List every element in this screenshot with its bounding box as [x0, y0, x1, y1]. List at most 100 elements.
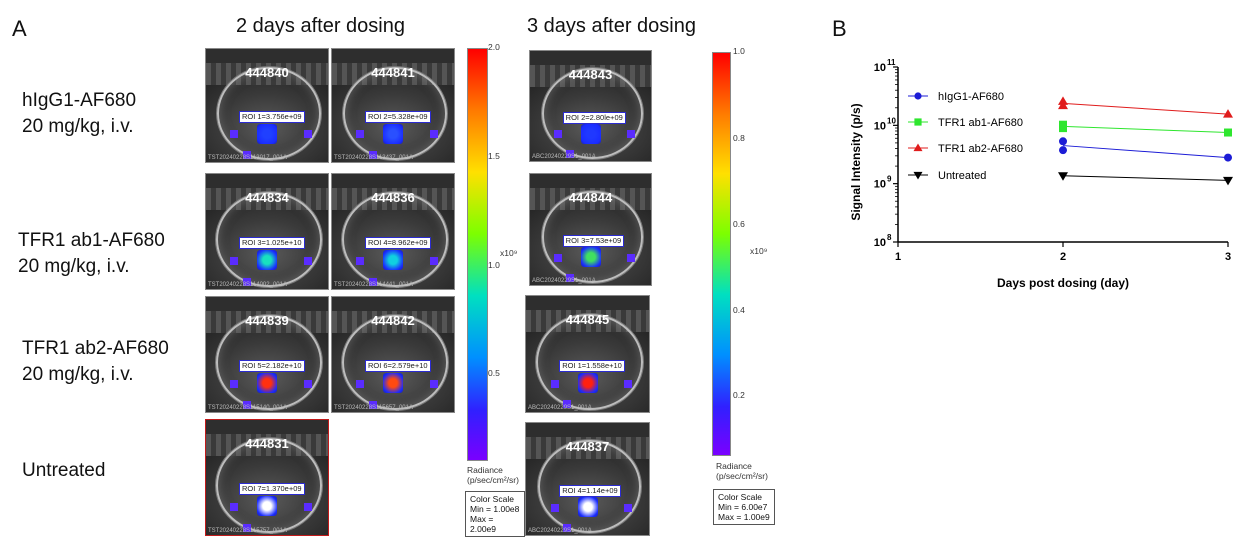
- fiducial-marker: [550, 379, 559, 388]
- mouse-id: 444839: [245, 313, 289, 328]
- scale-max: Max = 1.00e9: [718, 512, 770, 522]
- data-point: [1223, 109, 1233, 118]
- mouse-id: 444841: [371, 65, 415, 80]
- y-tick-label: 10: [874, 179, 886, 191]
- fiducial-marker: [550, 503, 559, 512]
- image-filename: TST20240228S114002_001A: [208, 282, 287, 288]
- signal-spot: [257, 372, 277, 393]
- camera-band: [526, 296, 649, 310]
- series-line: [1062, 145, 1229, 159]
- fiducial-marker: [429, 256, 438, 265]
- signal-spot: [383, 372, 403, 393]
- fiducial-marker: [230, 379, 239, 388]
- camera-band: [206, 174, 328, 188]
- data-point: [1059, 146, 1067, 155]
- petri-dish: [343, 66, 447, 160]
- row-label-line1: hIgG1-AF680: [22, 90, 137, 111]
- legend-label: Untreated: [938, 170, 986, 182]
- legend-marker: [913, 171, 923, 180]
- camera-band: [206, 420, 328, 434]
- image-filename: TST20240228S113017_001A: [208, 155, 287, 161]
- roi-label: ROI 4=1.14e+09: [559, 484, 621, 497]
- x-tick-label: 1: [895, 251, 901, 263]
- colorbar-left-scale-box: Color Scale Min = 1.00e8 Max = 2.00e9: [465, 491, 525, 537]
- signal-spot: [580, 123, 601, 144]
- camera-band: [332, 174, 454, 188]
- image-filename: ABC20240229S1_001A: [532, 278, 596, 284]
- ivis-image: 444841 ROI 2=5.328e+09 TST20240228S113437_…: [331, 48, 455, 163]
- x-tick-label: 3: [1225, 251, 1231, 263]
- y-tick-exponent: 9: [887, 175, 892, 184]
- ivis-image: 444836 ROI 4=8.962e+09 TST20240228S114441_…: [331, 173, 455, 290]
- data-point: [1224, 153, 1232, 162]
- roi-label: ROI 4=8.962e+09: [364, 237, 431, 250]
- row-label-line1: TFR1 ab1-AF680: [18, 230, 165, 251]
- x-tick-label: 2: [1060, 251, 1066, 263]
- roi-label: ROI 2=2.80le+09: [562, 111, 626, 124]
- scale-min: Min = 6.00e7: [718, 502, 768, 512]
- fiducial-marker: [626, 130, 635, 139]
- ivis-image: 444839 ROI 5=2.182e+10 TST20240228S115140_…: [205, 296, 329, 413]
- ivis-image: 444834 ROI 3=1.025e+10 TST20240228S114002_…: [205, 173, 329, 290]
- image-filename: TST20240228S114441_001A: [334, 282, 413, 288]
- colorbar-right-tick: 1.0: [733, 46, 745, 56]
- ivis-image: 444843 ROI 2=2.80le+09 ABC20240229S1_001A: [529, 50, 652, 162]
- fiducial-marker: [230, 502, 239, 511]
- fiducial-marker: [554, 130, 563, 139]
- y-tick-label: 10: [874, 120, 886, 132]
- fiducial-marker: [242, 277, 251, 286]
- mouse-id: 444834: [245, 190, 289, 205]
- ivis-image: 444831 ROI 7=1.370e+09 TST20240228S115757_…: [205, 419, 329, 536]
- petri-dish: [342, 314, 448, 410]
- mouse-id: 444845: [565, 312, 610, 327]
- image-filename: TST20240228S113437_001A: [334, 155, 413, 161]
- colorbar-right: [712, 52, 731, 456]
- data-point: [1058, 96, 1068, 105]
- signal-spot: [383, 123, 403, 144]
- petri-dish: [538, 440, 641, 533]
- header-day3: 3 days after dosing: [527, 15, 696, 37]
- legend-label: TFR1 ab2-AF680: [938, 143, 1023, 155]
- y-tick-label: 10: [874, 237, 886, 249]
- roi-label: ROI 6=2.579e+10: [364, 360, 431, 373]
- x-axis-label: Days post dosing (day): [997, 276, 1129, 290]
- y-tick-exponent: 8: [887, 233, 892, 242]
- row-label-tfr1-ab2: TFR1 ab2-AF680 20 mg/kg, i.v.: [22, 336, 169, 388]
- fiducial-marker: [368, 277, 377, 286]
- fiducial-marker: [566, 150, 575, 158]
- ivis-image: 444840 ROI 1=3.756e+09 TST20240228S113017_…: [205, 48, 329, 163]
- data-point: [1059, 124, 1067, 133]
- colorbar-left-tick: 0.5: [488, 368, 500, 378]
- fiducial-marker: [356, 130, 365, 139]
- roi-label: ROI 3=1.025e+10: [238, 237, 305, 250]
- ivis-image: 444837 ROI 4=1.14e+09 ABC20240229S1_001A: [525, 422, 650, 536]
- legend-marker: [913, 143, 923, 152]
- colorbar-left-tick: 1.5: [488, 151, 500, 161]
- camera-band: [332, 297, 454, 311]
- signal-spot: [577, 372, 598, 393]
- camera-band: [332, 49, 454, 63]
- mouse-id: 444843: [568, 67, 613, 82]
- fiducial-marker: [356, 379, 365, 388]
- petri-dish: [536, 314, 643, 410]
- scale-min: Min = 1.00e8: [470, 504, 520, 514]
- ivis-image: 444844 ROI 3=7.53e+09 ABC20240229S1_001A: [529, 173, 652, 286]
- y-tick-exponent: 10: [887, 116, 896, 125]
- fiducial-marker: [624, 503, 633, 512]
- row-label-line1: TFR1 ab2-AF680: [22, 338, 169, 359]
- legend-marker: [914, 92, 922, 100]
- signal-spot: [257, 123, 277, 144]
- mouse-id: 444831: [245, 436, 289, 451]
- series-line: [1062, 102, 1229, 115]
- fiducial-marker: [562, 523, 571, 532]
- fiducial-marker: [368, 400, 377, 409]
- roi-label: ROI 1=3.756e+09: [238, 111, 305, 124]
- data-point: [1224, 128, 1232, 137]
- image-filename: ABC20240229S1_001A: [528, 405, 592, 411]
- scale-title: Color Scale: [718, 492, 762, 502]
- fiducial-marker: [242, 523, 251, 532]
- fiducial-marker: [303, 130, 312, 139]
- row-label-untreated: Untreated: [22, 458, 105, 484]
- roi-label: ROI 5=2.182e+10: [238, 360, 305, 373]
